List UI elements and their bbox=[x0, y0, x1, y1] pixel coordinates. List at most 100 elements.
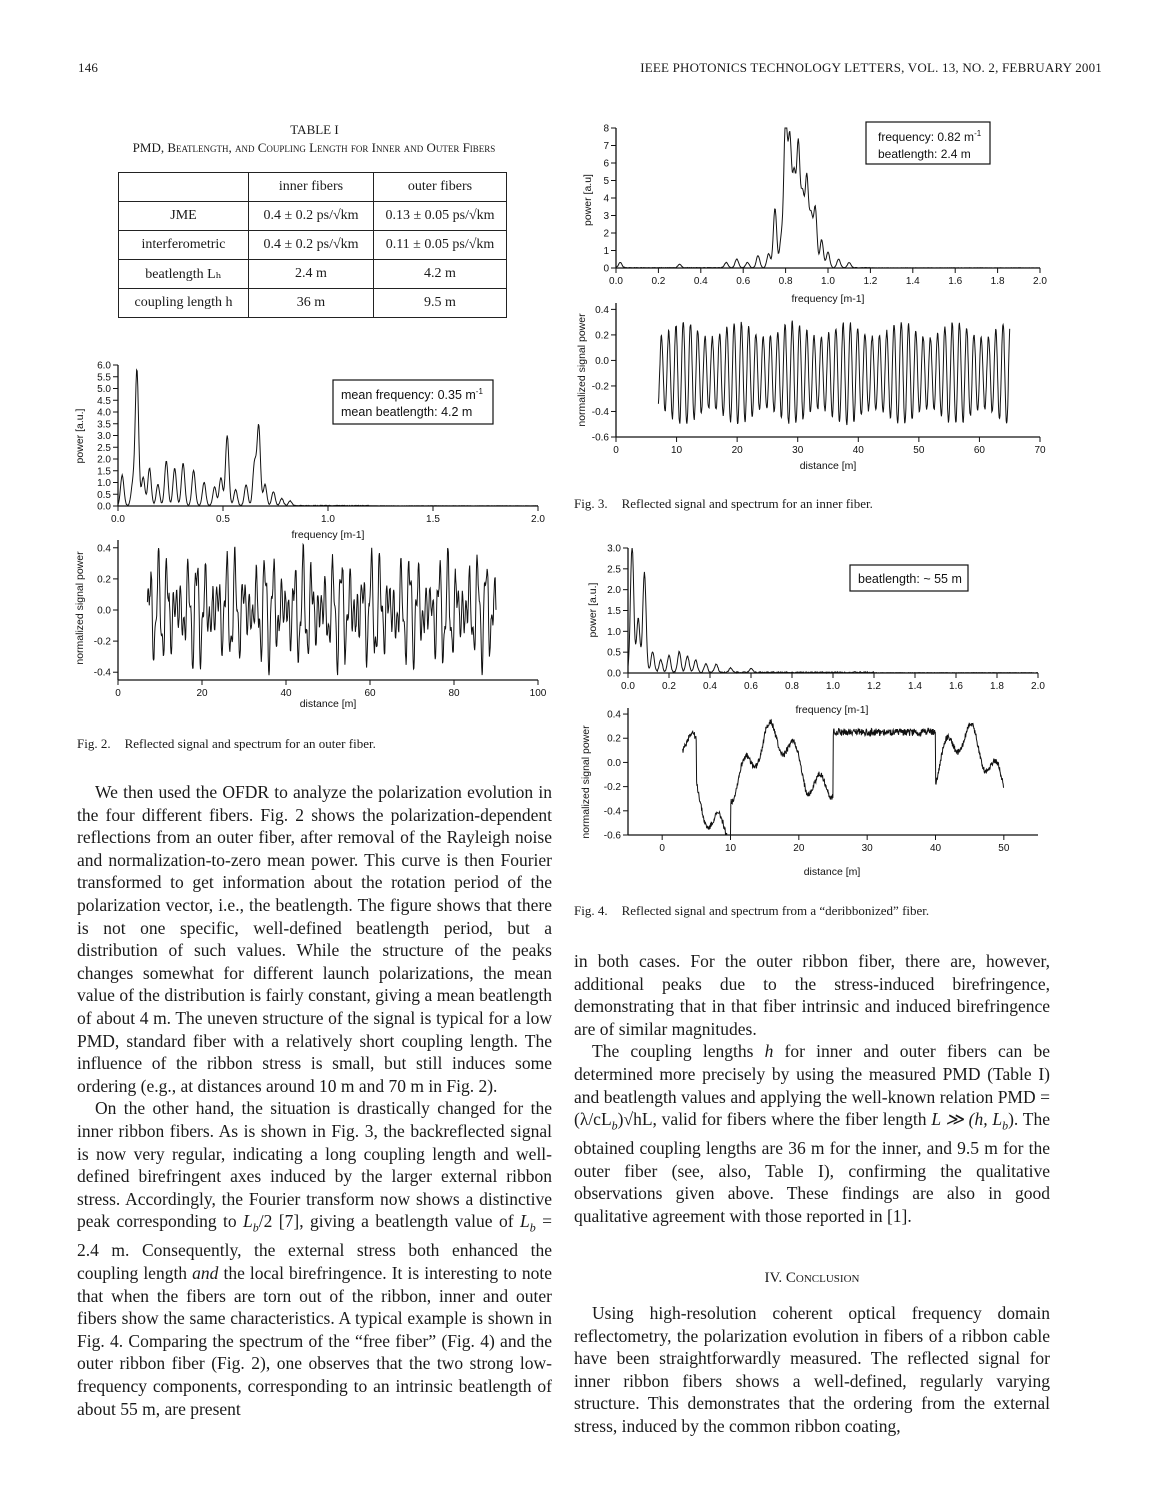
x-tick-label: 0.8 bbox=[785, 681, 799, 692]
y-tick-label: 1.5 bbox=[607, 606, 621, 617]
x-tick-label: 40 bbox=[930, 843, 942, 854]
x-tick-label: 0 bbox=[115, 688, 121, 699]
x-tick-label: 100 bbox=[530, 688, 547, 699]
fig2-caption-text: Reflected signal and spectrum for an out… bbox=[124, 736, 376, 751]
fig2-signal-series-line bbox=[146, 542, 497, 676]
x-tick-label: 0.2 bbox=[662, 681, 676, 692]
x-tick-label: 0.0 bbox=[609, 276, 623, 287]
table-caption: PMD, Beatlength, and Coupling Length for… bbox=[132, 140, 496, 155]
y-tick-label: 0 bbox=[603, 264, 609, 275]
y-tick-label: 0.2 bbox=[607, 734, 621, 745]
x-tick-label: 0 bbox=[659, 843, 665, 854]
paragraph: Using high-resolution coherent optical f… bbox=[574, 1303, 1050, 1436]
x-tick-label: 0.6 bbox=[744, 681, 758, 692]
x-tick-label: 10 bbox=[725, 843, 737, 854]
y-tick-label: 0.0 bbox=[595, 356, 609, 367]
x-tick-label: 2.0 bbox=[531, 514, 545, 525]
x-axis-label: frequency [m-1] bbox=[792, 293, 865, 305]
fig3-spectrum-series-line bbox=[615, 127, 1040, 269]
fig4-caption-text: Reflected signal and spectrum from a “de… bbox=[621, 903, 930, 918]
y-axis-label: power [a.u] bbox=[582, 174, 594, 226]
x-tick-label: 1.8 bbox=[991, 276, 1005, 287]
fig4-legend: beatlength: ~ 55 m bbox=[849, 564, 969, 592]
x-tick-label: 1.5 bbox=[426, 514, 440, 525]
table-header-row: inner fibers outer fibers bbox=[118, 172, 507, 202]
y-tick-label: 0.2 bbox=[595, 330, 609, 341]
fig3-legend: frequency: 0.82 m-1 beatlength: 2.4 m bbox=[865, 121, 991, 165]
fig2-caption: Fig. 2. Reflected signal and spectrum for… bbox=[77, 736, 376, 752]
x-tick-label: 1.6 bbox=[948, 276, 962, 287]
y-axis-label: power [a.u.] bbox=[74, 408, 86, 463]
x-tick-label: 0.0 bbox=[111, 514, 125, 525]
y-tick-label: -0.6 bbox=[592, 433, 610, 444]
y-tick-label: 1.0 bbox=[97, 478, 111, 489]
x-tick-label: 1.4 bbox=[906, 276, 920, 287]
x-axis-label: distance [m] bbox=[300, 698, 357, 710]
table-header-cell: inner fibers bbox=[248, 172, 374, 202]
fig3-signal-series-line bbox=[657, 320, 1011, 426]
x-tick-label: 20 bbox=[732, 445, 744, 456]
table-1: inner fibers outer fibers JME 0.4 ± 0.2 … bbox=[118, 172, 507, 318]
y-tick-label: 0.0 bbox=[97, 502, 111, 513]
y-tick-label: 0.4 bbox=[595, 305, 609, 316]
fig2-signal-chart: 0 20 40 60 80 100 -0.4 -0.2 0.0 0.2 0.4 distance [m… bbox=[74, 540, 547, 710]
y-tick-label: 0.4 bbox=[97, 543, 111, 554]
y-tick-label: 0.0 bbox=[607, 758, 621, 769]
y-tick-label: -0.2 bbox=[592, 381, 610, 392]
fig3-caption-text: Reflected signal and spectrum for an inn… bbox=[621, 496, 873, 511]
left-body-text: We then used the OFDR to analyze the pol… bbox=[77, 781, 552, 1420]
table-cell: 0.4 ± 0.2 ps/√km bbox=[248, 230, 374, 260]
paragraph: We then used the OFDR to analyze the pol… bbox=[77, 782, 552, 1096]
x-tick-label: 0.4 bbox=[703, 681, 717, 692]
y-tick-label: 5.0 bbox=[97, 384, 111, 395]
x-tick-label: 1.0 bbox=[321, 514, 335, 525]
y-tick-label: 5 bbox=[603, 176, 609, 187]
y-tick-label: 3.0 bbox=[607, 544, 621, 555]
y-axis-label: power [a.u.] bbox=[587, 582, 599, 637]
y-tick-label: -0.6 bbox=[604, 831, 622, 842]
fig2-legend-line1: mean frequency: 0.35 m-1 bbox=[341, 387, 483, 402]
y-tick-label: -0.4 bbox=[94, 668, 112, 679]
x-tick-label: 0 bbox=[613, 445, 619, 456]
y-tick-label: 6 bbox=[603, 159, 609, 170]
x-tick-label: 0.4 bbox=[694, 276, 708, 287]
fig3-signal-chart: 0 10 20 30 40 50 60 70 -0.6 -0.4 -0.2 0.0 0.2 0.4 dist… bbox=[576, 303, 1046, 472]
table-cell: beatlength Lₕ bbox=[118, 259, 249, 289]
x-axis-label: distance [m] bbox=[804, 866, 861, 878]
x-axis-label: frequency [m-1] bbox=[796, 704, 869, 716]
fig2-spectrum-series-line bbox=[117, 368, 538, 507]
table-cell: 36 m bbox=[248, 288, 374, 318]
table-row: JME 0.4 ± 0.2 ps/√km 0.13 ± 0.05 ps/√km bbox=[118, 201, 507, 231]
x-tick-label: 1.2 bbox=[867, 681, 881, 692]
fig3-legend-line1: frequency: 0.82 m-1 bbox=[878, 129, 982, 144]
table-cell: interferometric bbox=[118, 230, 249, 260]
y-tick-label: 4 bbox=[603, 194, 609, 205]
y-tick-label: 8 bbox=[603, 124, 609, 135]
table-row: coupling length h 36 m 9.5 m bbox=[118, 288, 507, 318]
fig4-spectrum-chart: 0.0 0.2 0.4 0.6 0.8 1.0 1.2 1.4 1.6 1.8 2.0 0.0 0.5 1… bbox=[587, 544, 1045, 717]
fig3-legend-line2: beatlength: 2.4 m bbox=[878, 147, 971, 161]
x-tick-label: 0.0 bbox=[621, 681, 635, 692]
y-tick-label: -0.4 bbox=[604, 806, 622, 817]
y-tick-label: 2.0 bbox=[607, 585, 621, 596]
running-header: IEEE PHOTONICS TECHNOLOGY LETTERS, VOL. … bbox=[640, 60, 1102, 75]
table-cell: 0.11 ± 0.05 ps/√km bbox=[373, 230, 507, 260]
y-tick-label: 3.0 bbox=[97, 431, 111, 442]
x-tick-label: 10 bbox=[671, 445, 683, 456]
y-tick-label: 1.0 bbox=[607, 627, 621, 638]
y-axis-label: normalized signal power bbox=[580, 725, 592, 839]
x-tick-label: 70 bbox=[1034, 445, 1046, 456]
x-tick-label: 1.2 bbox=[863, 276, 877, 287]
x-tick-label: 1.6 bbox=[949, 681, 963, 692]
y-tick-label: 3 bbox=[603, 211, 609, 222]
y-tick-label: -0.2 bbox=[94, 637, 112, 648]
fig4-spectrum-series-line bbox=[627, 547, 1039, 674]
x-tick-label: 30 bbox=[862, 843, 874, 854]
paragraph: On the other hand, the situation is dras… bbox=[77, 1098, 553, 1419]
table-label: TABLE I bbox=[290, 122, 339, 137]
y-tick-label: -0.4 bbox=[592, 407, 610, 418]
table-cell: 0.13 ± 0.05 ps/√km bbox=[373, 201, 507, 231]
table-cell: 4.2 m bbox=[373, 259, 507, 289]
table-cell: 2.4 m bbox=[248, 259, 374, 289]
y-tick-label: 2 bbox=[603, 229, 609, 240]
